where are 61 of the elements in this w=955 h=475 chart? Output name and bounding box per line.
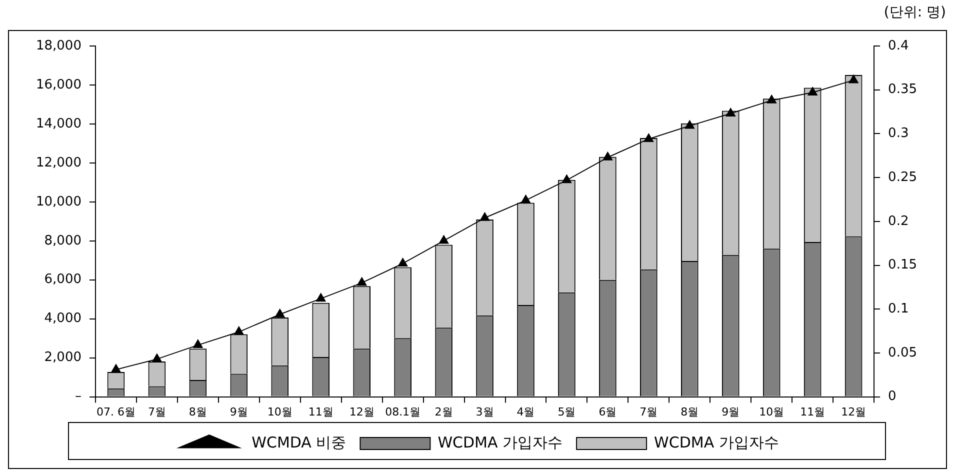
point bbox=[848, 74, 858, 84]
x-tick-label: 8월 bbox=[188, 405, 207, 418]
y2-tick-label: 0.3 bbox=[888, 126, 909, 142]
y-tick-label: 6,000 bbox=[44, 272, 82, 288]
point bbox=[234, 326, 244, 335]
x-tick-label: 9월 bbox=[230, 405, 248, 418]
point bbox=[520, 194, 531, 204]
y-tick-label: 16,000 bbox=[36, 77, 82, 92]
legend-label: WCDMA 가입자수 bbox=[654, 433, 779, 452]
y2-tick-label: 0.15 bbox=[888, 258, 918, 273]
point bbox=[152, 354, 162, 362]
y-tick-label: 12,000 bbox=[36, 155, 82, 170]
point bbox=[562, 174, 572, 184]
x-tick-label: 11월 bbox=[800, 405, 826, 418]
y2-tick-label: 0.25 bbox=[888, 170, 918, 185]
y2-tick-label: 0 bbox=[888, 389, 896, 404]
point bbox=[111, 364, 121, 373]
point bbox=[602, 152, 613, 160]
y2-tick-label: 0.2 bbox=[888, 214, 909, 229]
point bbox=[644, 133, 654, 142]
x-tick-label: 3월 bbox=[476, 405, 494, 418]
point bbox=[808, 86, 818, 96]
point bbox=[726, 108, 736, 117]
x-tick-label: 7월 bbox=[148, 405, 166, 418]
y2-tick-label: 0.05 bbox=[888, 345, 918, 360]
x-tick-label: 12월 bbox=[349, 405, 374, 418]
y-tick-label: 2,000 bbox=[44, 350, 82, 366]
point bbox=[684, 120, 694, 129]
y2-tick-label: 0.35 bbox=[888, 82, 918, 98]
point bbox=[275, 308, 285, 318]
y-tick-label: 8,000 bbox=[44, 233, 82, 248]
point bbox=[357, 277, 367, 286]
legend-label: WCDMA 가입자수 bbox=[438, 433, 563, 452]
point bbox=[766, 94, 776, 104]
y2-tick-label: 0.4 bbox=[888, 38, 909, 54]
point bbox=[316, 293, 326, 302]
point bbox=[480, 212, 490, 221]
x-tick-label: 5월 bbox=[558, 405, 576, 418]
legend-label: WCMDA 비중 bbox=[252, 433, 346, 452]
point bbox=[398, 258, 408, 266]
y-tick-label: 14,000 bbox=[36, 116, 82, 132]
x-tick-label: 2월 bbox=[434, 405, 453, 418]
x-tick-label: 8월 bbox=[680, 405, 699, 418]
x-tick-label: 7월 bbox=[640, 405, 658, 418]
x-tick-label: 6월 bbox=[598, 405, 617, 418]
x-tick-label: 12월 bbox=[841, 405, 866, 418]
y-tick-label: 10,000 bbox=[36, 194, 82, 210]
x-tick-label: 4월 bbox=[516, 405, 535, 418]
x-tick-label: 11월 bbox=[308, 405, 334, 418]
y-tick-label: 18,000 bbox=[36, 38, 82, 54]
x-tick-label: 10월 bbox=[267, 405, 292, 418]
y-tick-label: – bbox=[74, 389, 82, 404]
x-tick-label: 08.1월 bbox=[385, 405, 421, 418]
y-tick-label: 4,000 bbox=[44, 311, 82, 326]
x-tick-label: 9월 bbox=[722, 405, 740, 418]
text: (단위: 명) bbox=[884, 4, 946, 21]
y2-tick-label: 0.1 bbox=[888, 301, 909, 316]
x-tick-label: 10월 bbox=[759, 405, 784, 418]
point bbox=[438, 235, 449, 244]
point bbox=[193, 340, 203, 348]
x-tick-label: 07. 6월 bbox=[96, 405, 136, 418]
